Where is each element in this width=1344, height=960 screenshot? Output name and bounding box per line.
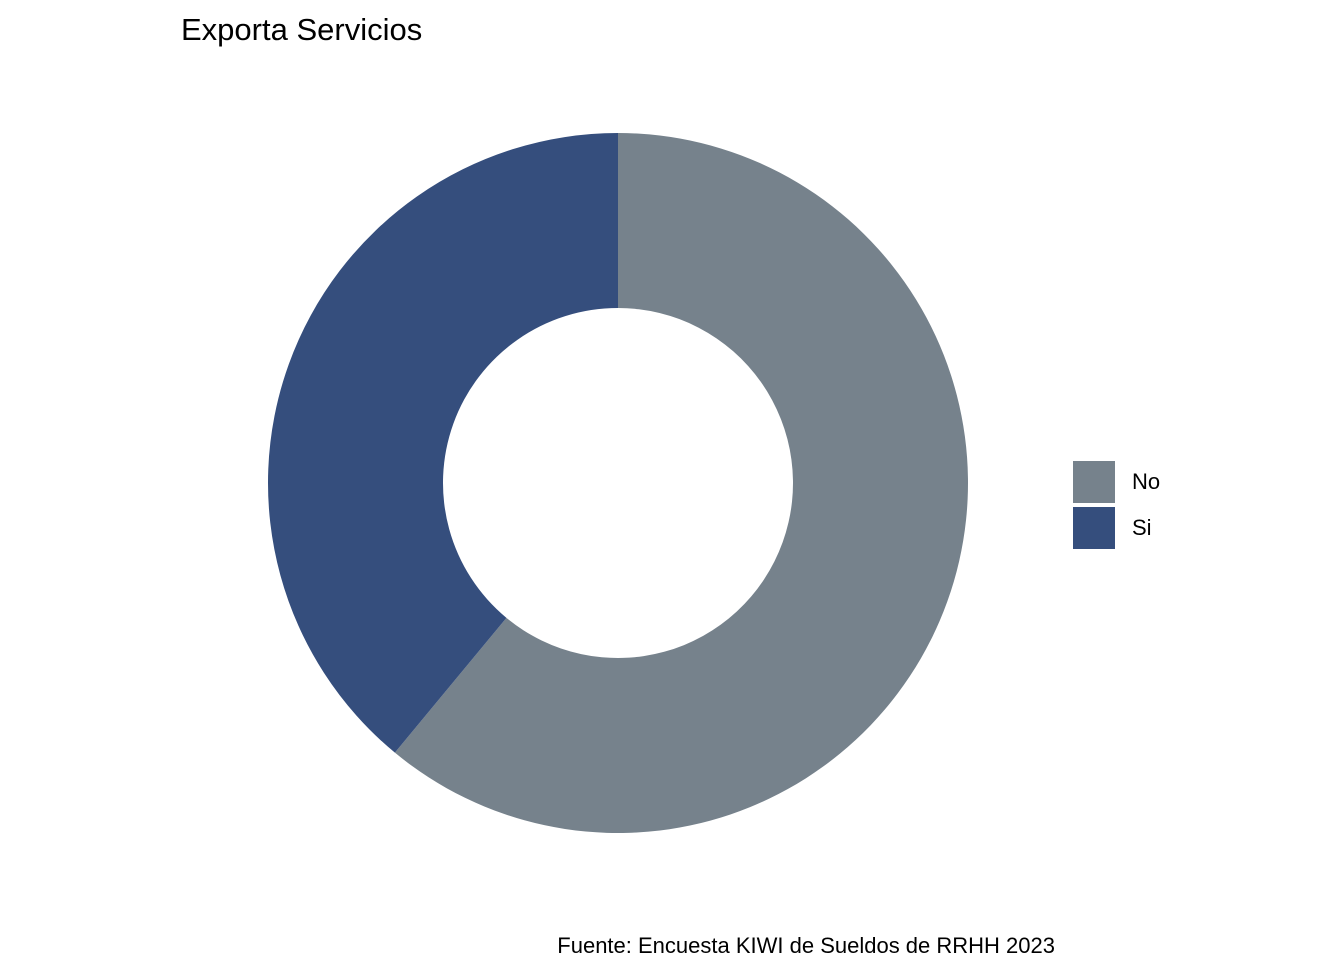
legend: No Si xyxy=(1073,461,1160,553)
donut-slice-si xyxy=(268,133,618,753)
legend-item-si: Si xyxy=(1073,507,1160,549)
donut-slice-no xyxy=(394,133,968,833)
legend-key-no xyxy=(1073,461,1115,503)
legend-key-si xyxy=(1073,507,1115,549)
chart-title: Exporta Servicios xyxy=(181,12,423,47)
legend-label-si: Si xyxy=(1132,515,1152,540)
legend-item-no: No xyxy=(1073,461,1160,503)
legend-label-no: No xyxy=(1132,469,1161,494)
chart-caption: Fuente: Encuesta KIWI de Sueldos de RRHH… xyxy=(557,933,1055,958)
